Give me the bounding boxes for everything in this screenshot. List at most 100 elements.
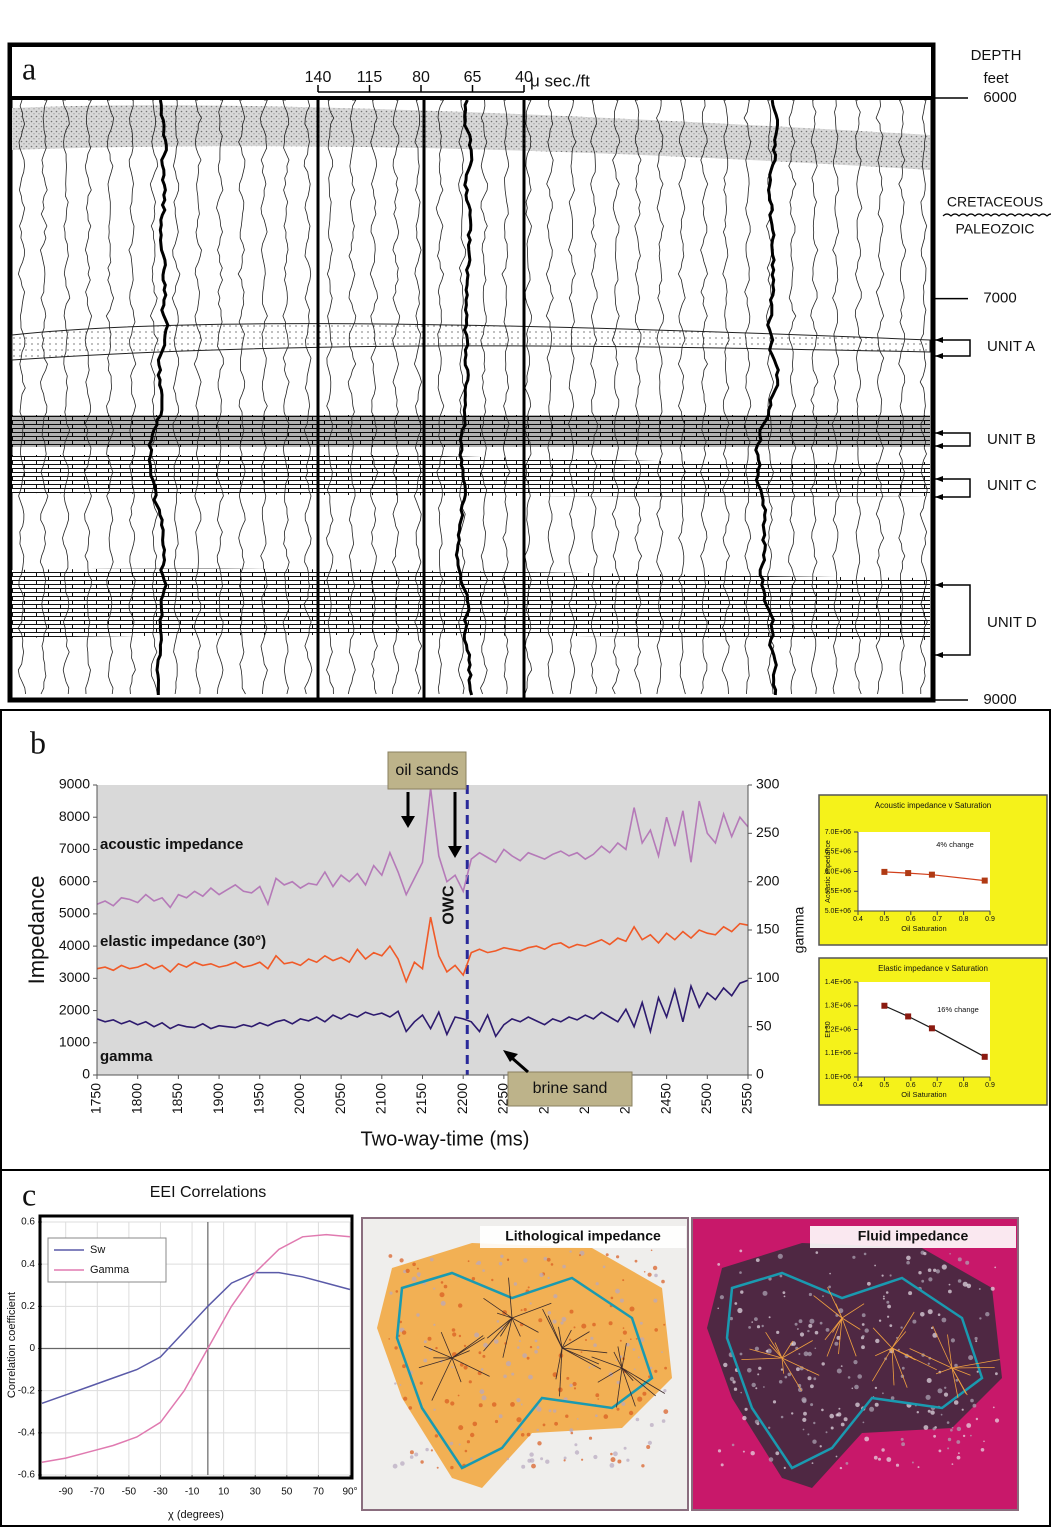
map-speckle (623, 1446, 627, 1450)
y-axis-title: EI 30 (825, 1021, 832, 1037)
map-speckle (911, 1461, 914, 1464)
map-speckle (647, 1272, 652, 1277)
map-speckle (739, 1249, 743, 1253)
y-tick-label: 2000 (59, 1001, 90, 1017)
map-ray (547, 1315, 563, 1349)
map-ray (542, 1308, 563, 1349)
map-speckle (516, 1398, 521, 1403)
map-speckle (857, 1374, 862, 1379)
seismic-trace (326, 99, 335, 695)
map-speckle (546, 1257, 551, 1262)
map-ray (891, 1331, 907, 1349)
map-title: Lithological impedance (505, 1228, 661, 1244)
map-speckle (980, 1448, 985, 1452)
map-speckle (873, 1455, 878, 1460)
map-speckle (553, 1294, 558, 1299)
map-speckle (538, 1318, 543, 1323)
map-speckle (895, 1463, 900, 1467)
map-speckle (459, 1362, 464, 1367)
map-ray (781, 1357, 820, 1376)
map-speckle (550, 1263, 554, 1266)
map-speckle (729, 1376, 735, 1382)
y2-tick-label: 300 (756, 776, 780, 792)
x-tick-label: 2150 (413, 1083, 429, 1114)
map-speckle (935, 1269, 941, 1274)
map-speckle (768, 1316, 771, 1319)
map-speckle (506, 1258, 510, 1262)
map-speckle (855, 1402, 860, 1408)
map-speckle (768, 1426, 771, 1430)
x-tick-label: 90° (342, 1487, 357, 1498)
map-speckle (901, 1442, 905, 1447)
seismic-trace (567, 99, 577, 695)
series-line (96, 916, 749, 984)
data-point (981, 1053, 988, 1060)
map-speckle (626, 1342, 630, 1347)
map-speckle (754, 1317, 758, 1321)
map-ray (749, 1348, 783, 1359)
map-speckle (854, 1384, 859, 1390)
seismic-trace (216, 99, 224, 695)
map-ray (559, 1347, 563, 1397)
map-speckle (661, 1419, 666, 1423)
y2-axis-title: gamma (791, 906, 807, 953)
map-speckle (498, 1414, 503, 1419)
annotation-box (507, 1071, 633, 1107)
map-speckle (852, 1255, 856, 1259)
y-tick-label: 0 (82, 1066, 90, 1082)
inset-title: Elastic impedance v Saturation (878, 964, 988, 973)
map-speckle (758, 1366, 762, 1371)
map-speckle (825, 1328, 830, 1332)
map-speckle (954, 1363, 958, 1368)
map-speckle (938, 1449, 942, 1453)
map-speckle (927, 1409, 931, 1413)
map-speckle (734, 1302, 738, 1305)
map-ray (838, 1317, 843, 1355)
x-tick-label: 0.4 (853, 1082, 863, 1089)
map-speckle (513, 1282, 518, 1286)
map-speckle (930, 1326, 934, 1330)
map-speckle (569, 1309, 574, 1314)
map-speckle (458, 1443, 461, 1446)
map-speckle (608, 1321, 613, 1326)
map-ray (841, 1303, 865, 1319)
map-speckle (717, 1307, 719, 1310)
map-speckle (807, 1351, 812, 1357)
map-speckle (557, 1387, 563, 1393)
map-speckle (654, 1369, 658, 1373)
map-speckle (780, 1368, 784, 1371)
map-speckle (419, 1381, 423, 1385)
map-speckle (588, 1366, 591, 1369)
map-speckle (874, 1264, 876, 1267)
y-axis-title: Correlation coefficient (6, 1292, 18, 1398)
y-tick-label: 0.4 (21, 1259, 35, 1270)
map-speckle (819, 1321, 823, 1325)
map-speckle (647, 1440, 653, 1445)
map-speckle (580, 1351, 583, 1353)
map-ray (827, 1287, 843, 1319)
map-ray (502, 1317, 513, 1358)
map-speckle (642, 1391, 647, 1396)
map-speckle (416, 1272, 421, 1277)
map-ray (561, 1347, 600, 1365)
arrow-head (401, 816, 462, 858)
map-speckle (861, 1323, 865, 1326)
map-speckle (975, 1340, 978, 1343)
map-speckle (476, 1260, 482, 1265)
map-speckle (937, 1388, 943, 1394)
map-speckle (388, 1254, 393, 1258)
map-ray (871, 1347, 893, 1382)
map-speckle (757, 1373, 760, 1376)
x-tick-label: 1900 (210, 1083, 226, 1114)
depth-tick-label: 6000 (983, 89, 1016, 106)
seismic-trace (105, 99, 115, 695)
map-speckle (985, 1312, 990, 1317)
y-tick-label: -0.4 (18, 1427, 36, 1438)
map-speckle (739, 1271, 742, 1274)
map-image: Fluid impedance (691, 1217, 1019, 1511)
map-speckle (948, 1289, 952, 1294)
map-speckle (861, 1345, 865, 1350)
map-speckle (547, 1276, 550, 1279)
map-speckle (821, 1408, 824, 1412)
